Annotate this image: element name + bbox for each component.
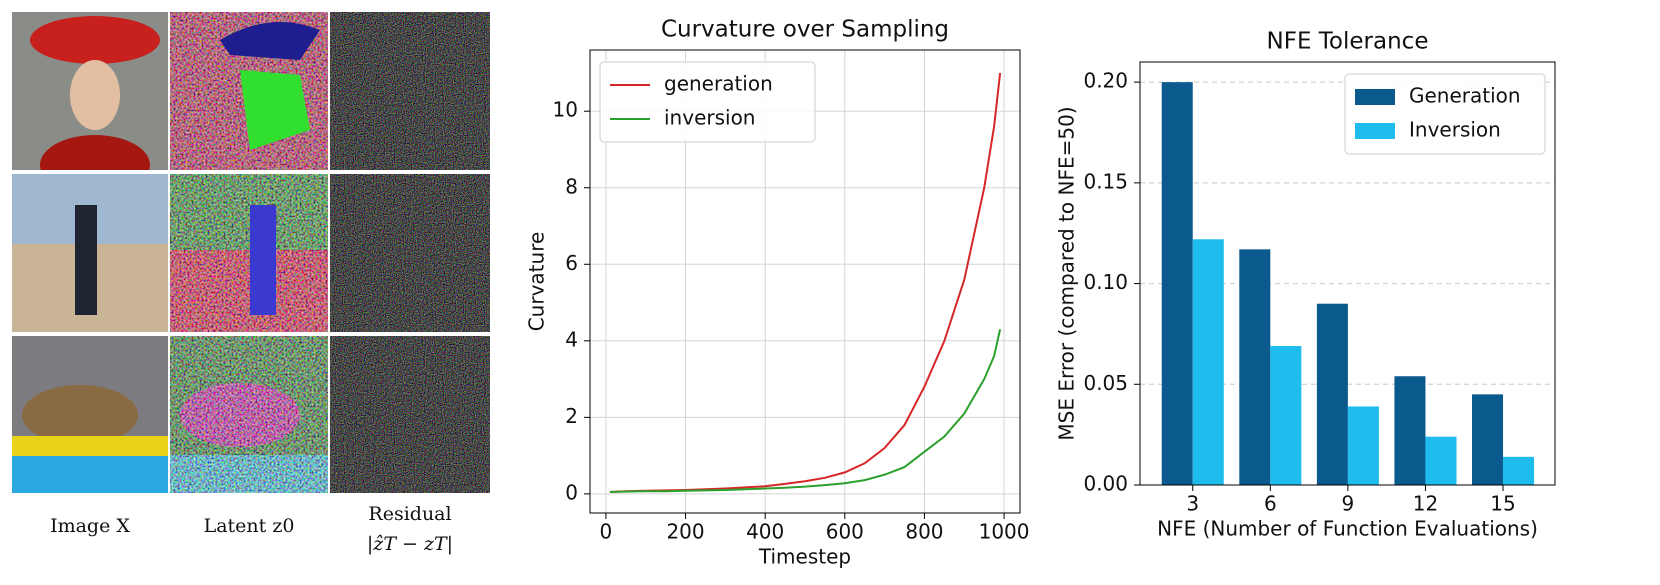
x-tick-label: 600 — [826, 520, 864, 544]
bar — [1425, 436, 1457, 485]
chart-title: Curvature over Sampling — [661, 17, 949, 43]
y-tick-label: 0.20 — [1083, 69, 1128, 93]
bar — [1316, 303, 1348, 485]
y-tick-label: 10 — [553, 98, 578, 122]
x-tick-label: 1000 — [979, 520, 1030, 544]
x-tick-label: 400 — [746, 520, 784, 544]
x-tick-label: 15 — [1490, 492, 1515, 516]
person — [75, 205, 97, 315]
bar — [1503, 456, 1535, 485]
x-tick-label: 9 — [1342, 492, 1355, 516]
residual-3 — [330, 336, 490, 493]
y-tick-label: 0.10 — [1083, 270, 1128, 294]
y-axis-label: Curvature — [525, 232, 549, 332]
x-axis-label: NFE (Number of Function Evaluations) — [1157, 517, 1538, 541]
residual-2 — [330, 174, 490, 332]
x-tick-label: 12 — [1413, 492, 1438, 516]
y-axis-label: MSE Error (compared to NFE=50) — [1055, 106, 1079, 440]
legend-swatch — [1355, 89, 1395, 105]
bar — [1472, 394, 1504, 485]
legend-frame — [599, 61, 816, 143]
chart-title: NFE Tolerance — [1267, 29, 1429, 55]
legend-label: Inversion — [1409, 118, 1501, 142]
axes-frame — [1139, 61, 1556, 486]
col-label: Residual — [368, 503, 451, 525]
y-tick-label: 6 — [565, 251, 578, 275]
residual-1 — [330, 12, 490, 170]
axes-frame — [589, 49, 1021, 514]
y-tick-label: 8 — [565, 174, 578, 198]
y-tick-label: 0 — [565, 480, 578, 504]
bar — [1239, 249, 1271, 485]
image-grid: Image X Latent z0 Residual |ẑT − zT| — [12, 12, 490, 555]
col-label: Image X — [50, 515, 130, 537]
y-tick-label: 0.15 — [1083, 169, 1128, 193]
bar — [1270, 346, 1302, 485]
x-tick-label: 3 — [1186, 492, 1199, 516]
y-tick-label: 4 — [565, 327, 578, 351]
separator — [12, 332, 490, 336]
line-series — [609, 329, 1002, 493]
bar — [1347, 406, 1379, 485]
y-tick-label: 0.00 — [1083, 472, 1128, 496]
x-tick-label: 6 — [1264, 492, 1277, 516]
latent-noise — [170, 174, 328, 332]
col-label: Latent z0 — [204, 515, 295, 537]
hat — [30, 16, 160, 64]
bar — [1192, 239, 1224, 485]
bar — [1161, 82, 1193, 486]
face — [70, 60, 120, 130]
latent-hat — [220, 22, 320, 60]
cat — [22, 385, 138, 445]
separator — [12, 170, 490, 174]
blue — [12, 456, 168, 493]
legend-label: generation — [664, 72, 773, 96]
yellow — [12, 436, 168, 456]
legend-swatch — [1355, 123, 1395, 139]
x-tick-label: 200 — [666, 520, 704, 544]
legend-label: inversion — [664, 106, 755, 130]
col-formula: |ẑT − zT| — [367, 533, 453, 555]
bar — [1394, 376, 1426, 485]
y-tick-label: 2 — [565, 404, 578, 428]
x-tick-label: 0 — [600, 520, 613, 544]
legend-label: Generation — [1409, 84, 1521, 108]
latent-noise — [170, 336, 328, 493]
latent-face — [240, 70, 310, 150]
latent-person — [250, 205, 276, 315]
y-tick-label: 0.05 — [1083, 371, 1128, 395]
x-tick-label: 800 — [905, 520, 943, 544]
x-axis-label: Timestep — [758, 545, 851, 569]
